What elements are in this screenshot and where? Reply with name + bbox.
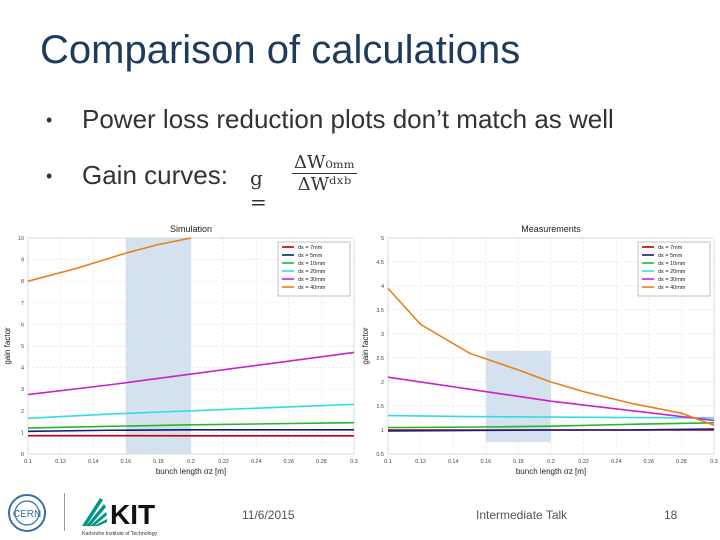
y-tick-label: 8 [21,279,24,285]
legend-label: dx = 5mm [298,253,323,259]
formula-numerator: ΔW₀ₘₘ [292,152,357,174]
legend-label: dx = 30mm [298,277,326,283]
series-line-2 [387,422,715,429]
x-tick-label: 0.22 [218,459,229,465]
y-tick-label: 2.5 [376,356,384,362]
kit-logo: KIT Karlsruhe Institute of Technology [82,498,158,537]
legend-label: dx = 20mm [658,269,686,275]
x-tick-label: 0.26 [283,459,294,465]
series-line-1 [27,429,354,433]
footer-talk-title: Intermediate Talk [476,508,568,522]
x-tick-label: 0.24 [611,459,622,465]
y-tick-label: 4.5 [376,260,384,266]
series-line-4 [27,351,355,396]
x-tick-label: 0.28 [676,459,687,465]
x-tick-label: 0.12 [55,459,66,465]
y-tick-label: 1 [21,430,24,436]
y-tick-label: 10 [18,236,24,242]
x-tick-label: 0.2 [547,459,555,465]
x-tick-label: 0.2 [187,459,195,465]
y-tick-label: 0.5 [376,452,384,458]
x-tick-label: 0.28 [316,459,327,465]
legend-label: dx = 30mm [658,277,686,283]
formula-lhs: g = [250,166,267,214]
x-tick-label: 0.18 [513,459,524,465]
chart-title: Measurements [521,224,581,234]
bullet-dot: • [46,166,53,186]
x-tick-label: 0.3 [710,459,718,465]
x-tick-label: 0.14 [88,459,99,465]
y-tick-label: 0 [21,452,24,458]
x-tick-label: 0.1 [24,459,32,465]
footer-page-number: 18 [664,508,678,522]
x-axis-label: bunch length σz [m] [516,467,586,476]
bullet-text: Gain curves: [82,160,228,190]
x-tick-label: 0.18 [153,459,164,465]
simulation-chart: 0.1 0.12 0.14 0.16 0.18 0.2 0.22 0.24 0.26 0.28 0.… [3,224,358,476]
bullet-dot: • [46,110,53,130]
legend-label: dx = 40mm [658,285,686,291]
series-line-2 [27,421,355,429]
x-tick-label: 0.3 [350,459,358,465]
y-axis-label: gain factor [3,327,12,365]
y-tick-label: 4 [21,366,24,372]
kit-caption: Karlsruhe Institute of Technology [82,531,158,537]
x-tick-label: 0.12 [415,459,426,465]
y-tick-label: 5 [21,344,24,350]
formula-fraction: ΔW₀ₘₘ ΔWᵈˣᵇ [292,152,357,195]
y-tick-label: 3 [381,332,384,338]
formula-denominator: ΔWᵈˣᵇ [297,174,352,195]
y-tick-label: 2 [381,380,384,386]
svg-text:CERN: CERN [13,509,41,520]
bullet-text: Power loss reduction plots don’t match a… [82,104,614,134]
y-tick-label: 2 [21,409,24,415]
y-axis-label: gain factor [361,327,370,365]
footer-date: 11/6/2015 [242,508,295,522]
x-tick-label: 0.14 [448,459,459,465]
x-tick-label: 0.24 [251,459,262,465]
y-tick-label: 1 [381,428,384,434]
y-tick-label: 3.5 [376,308,384,314]
y-tick-label: 1.5 [376,404,384,410]
series-line-3 [27,403,355,420]
legend-label: dx = 20mm [298,269,326,275]
y-tick-label: 4 [381,284,384,290]
svg-text:KIT: KIT [110,499,155,530]
legend-label: dx = 10mm [298,261,326,267]
x-tick-label: 0.22 [578,459,589,465]
logo-divider [64,493,65,531]
y-tick-label: 5 [381,236,384,242]
series-line-3 [387,414,715,419]
measurements-chart: 0.1 0.12 0.14 0.16 0.18 0.2 0.22 0.24 0.26 0.28 0.… [361,224,718,476]
y-tick-label: 9 [21,258,24,264]
x-tick-label: 0.16 [480,459,491,465]
x-tick-label: 0.16 [120,459,131,465]
y-tick-label: 7 [21,301,24,307]
series-line-5 [27,237,192,282]
x-axis-label: bunch length σz [m] [156,467,226,476]
legend-label: dx = 5mm [658,253,683,259]
cern-logo: CERN [8,494,46,532]
slide-title: Comparison of calculations [40,28,521,72]
y-tick-label: 6 [21,322,24,328]
series-line-4 [387,376,715,422]
legend-label: dx = 7mm [298,245,323,251]
legend-label: dx = 10mm [658,261,686,267]
legend-label: dx = 7mm [658,245,683,251]
x-tick-label: 0.1 [384,459,392,465]
series-line-1 [387,428,715,432]
x-tick-label: 0.26 [643,459,654,465]
chart-title: Simulation [170,224,212,234]
series-line-5 [387,287,715,426]
y-tick-label: 3 [21,387,24,393]
legend-label: dx = 40mm [298,285,326,291]
